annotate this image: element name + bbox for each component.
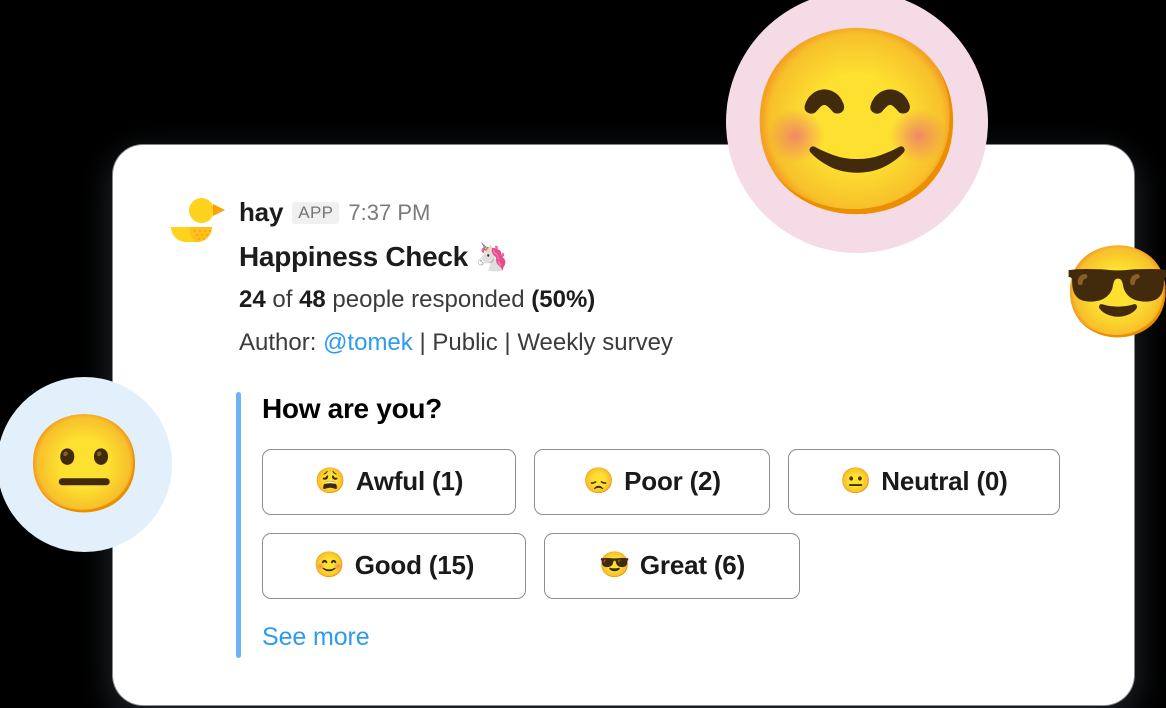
happy-emoji-badge: 😊 xyxy=(726,0,988,253)
response-percent: (50%) xyxy=(531,286,596,313)
sunglasses-face-icon: 😎 xyxy=(598,551,630,580)
slack-message-card: hay APP 7:37 PM Happiness Check 🦄 24 of … xyxy=(113,145,1134,705)
app-badge: APP xyxy=(292,201,340,224)
of-label: of xyxy=(265,286,300,313)
survey-options: 😩 Awful (1) 😞 Poor (2) 😐 Neutral (0) 😊 G… xyxy=(262,448,1077,599)
cool-emoji-badge: 😎 xyxy=(1062,245,1166,341)
meta-separator-2: | xyxy=(504,329,511,356)
survey-quote-block: How are you? 😩 Awful (1) 😞 Poor (2) 😐 Ne… xyxy=(236,392,1096,658)
unicorn-icon: 🦄 xyxy=(475,242,509,272)
option-label: Good (15) xyxy=(354,550,475,581)
disappointed-face-icon: 😞 xyxy=(583,467,615,496)
smiling-face-smiling-eyes-icon: 😊 xyxy=(743,20,971,224)
option-label: Great (6) xyxy=(639,550,746,581)
survey-question: How are you? xyxy=(262,393,442,424)
neutral-face-icon: 😐 xyxy=(840,467,872,496)
survey-title: Happiness Check 🦄 xyxy=(239,241,509,273)
message-timestamp: 7:37 PM xyxy=(348,199,431,225)
message-header: hay APP 7:37 PM xyxy=(239,197,430,228)
meta-separator-1: | xyxy=(419,329,426,356)
survey-option-poor[interactable]: 😞 Poor (2) xyxy=(534,448,770,515)
author-label: Author: xyxy=(239,329,317,356)
option-label: Poor (2) xyxy=(624,466,721,497)
survey-option-neutral[interactable]: 😐 Neutral (0) xyxy=(788,448,1060,515)
survey-title-text: Happiness Check xyxy=(239,241,468,272)
sunglasses-face-icon: 😎 xyxy=(1061,243,1166,343)
duck-logo-icon xyxy=(168,193,230,255)
option-label: Awful (1) xyxy=(355,466,464,497)
responded-label: people responded xyxy=(325,286,532,313)
author-mention-link[interactable]: @tomek xyxy=(323,329,413,356)
neutral-emoji-badge: 😐 xyxy=(0,377,172,552)
responded-count: 24 xyxy=(239,286,266,313)
total-count: 48 xyxy=(299,286,326,313)
survey-option-good[interactable]: 😊 Good (15) xyxy=(262,532,526,599)
quote-accent-bar xyxy=(236,392,241,658)
visibility-label: Public xyxy=(432,329,498,356)
survey-option-great[interactable]: 😎 Great (6) xyxy=(544,532,800,599)
neutral-face-icon: 😐 xyxy=(24,410,145,518)
cadence-label: Weekly survey xyxy=(517,329,673,356)
app-name: hay xyxy=(239,197,284,227)
option-label: Neutral (0) xyxy=(881,466,1008,497)
survey-option-awful[interactable]: 😩 Awful (1) xyxy=(262,448,516,515)
weary-face-icon: 😩 xyxy=(314,467,346,496)
see-more-link[interactable]: See more xyxy=(262,622,370,651)
survey-meta: Author: @tomek | Public | Weekly survey xyxy=(239,329,673,357)
response-stats: 24 of 48 people responded (50%) xyxy=(239,286,595,314)
smiling-face-smiling-eyes-icon: 😊 xyxy=(313,551,345,580)
